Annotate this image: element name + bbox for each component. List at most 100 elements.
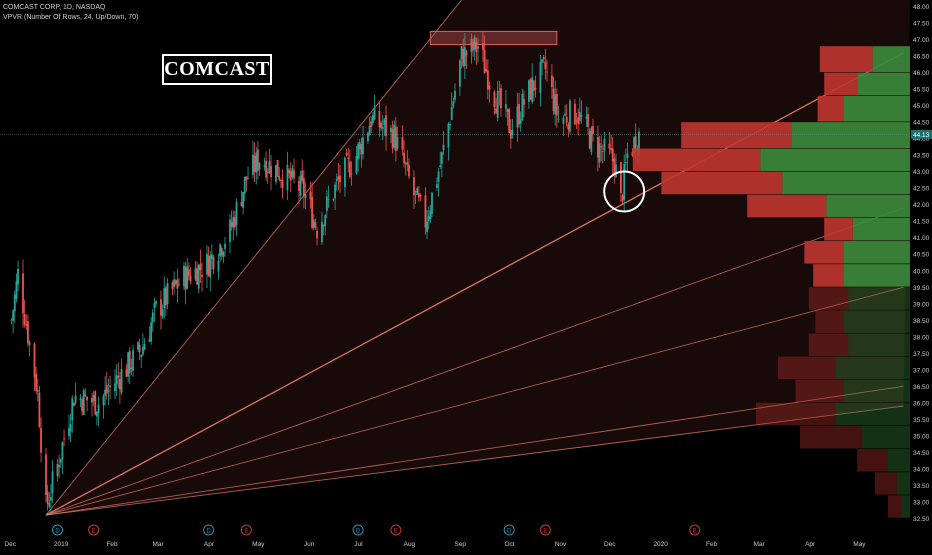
candle-body	[143, 344, 146, 350]
candle-body	[68, 428, 70, 437]
candle-body	[240, 202, 243, 206]
vp-up-bar	[901, 495, 910, 518]
vp-up-bar	[844, 379, 910, 403]
candle-body	[48, 503, 51, 507]
time-tick-label: 2020	[653, 541, 668, 548]
vp-up-bar	[791, 122, 910, 148]
candle-body	[394, 126, 397, 152]
price-tick-label: 40.50	[913, 252, 930, 259]
candle-body	[230, 221, 233, 227]
candle-body	[187, 269, 190, 276]
candle-body	[138, 344, 141, 353]
candle-body	[473, 36, 476, 50]
last-price-tag	[911, 129, 932, 139]
candle-body	[344, 157, 346, 188]
earnings-marker[interactable]: E	[539, 524, 551, 536]
candle-body	[511, 129, 514, 135]
earnings-marker[interactable]: E	[88, 524, 100, 536]
candle-body	[463, 47, 466, 66]
price-tick-label: 35.00	[913, 433, 930, 440]
candle-body	[278, 176, 281, 180]
candle-body	[120, 369, 123, 393]
candle-body	[516, 106, 519, 128]
candle-body	[436, 184, 438, 189]
event-marker-label: E	[394, 528, 398, 534]
indicator-legend[interactable]: VPVR (Number Of Rows, 24, Up/Down, 70)	[3, 14, 139, 21]
candle-body	[620, 162, 622, 193]
price-tick-label: 45.00	[913, 103, 930, 110]
candle-body	[82, 390, 85, 415]
price-tick-label: 42.50	[913, 186, 930, 193]
candle-body	[150, 322, 153, 342]
symbol-title: COMCAST CORP, 1D, NASDAQ	[3, 4, 106, 11]
candle-body	[598, 143, 601, 163]
candle-body	[183, 265, 185, 287]
candle-body	[508, 109, 511, 133]
candles	[10, 31, 640, 515]
candle-body	[127, 352, 130, 377]
candle-body	[40, 427, 42, 453]
candle-body	[413, 177, 415, 196]
candle-body	[440, 152, 443, 164]
candle-body	[51, 471, 54, 494]
dividend-marker[interactable]: D	[203, 524, 215, 536]
dividend-marker[interactable]: D	[352, 524, 364, 536]
candle-body	[291, 168, 294, 177]
time-tick-label: Oct	[505, 541, 515, 548]
vp-down-bar	[824, 72, 858, 96]
vp-up-bar	[760, 148, 910, 172]
candle-body	[564, 113, 566, 116]
candle-body	[483, 50, 486, 74]
dividend-marker[interactable]: D	[51, 524, 63, 536]
candle-body	[115, 375, 118, 385]
candle-body	[96, 411, 98, 417]
vp-up-bar	[872, 46, 910, 73]
candle-body	[615, 164, 617, 178]
candle-body	[128, 350, 131, 374]
candle-body	[539, 62, 542, 94]
price-tick-label: 40.00	[913, 268, 930, 275]
candle-body	[114, 383, 116, 391]
candle-body	[368, 125, 371, 136]
time-tick-label: Jul	[354, 541, 363, 548]
candle-body	[334, 184, 336, 199]
earnings-marker[interactable]: E	[240, 524, 252, 536]
time-tick-label: Mar	[754, 541, 766, 548]
candle-body	[429, 210, 432, 219]
vp-down-bar	[800, 425, 862, 449]
candle-body	[279, 180, 282, 181]
candle-body	[427, 216, 430, 222]
candle-body	[258, 163, 261, 170]
candle-body	[137, 342, 139, 350]
vp-down-bar	[813, 264, 844, 287]
vp-down-bar	[756, 402, 836, 426]
candle-body	[454, 90, 456, 100]
vp-up-bar	[857, 72, 910, 96]
vp-down-bar	[681, 122, 792, 148]
candle-body	[194, 268, 197, 280]
vp-down-bar	[819, 46, 873, 73]
price-tick-label: 37.00	[913, 367, 930, 374]
earnings-marker[interactable]: E	[390, 524, 402, 536]
vp-up-bar	[848, 333, 910, 357]
event-marker-label: D	[55, 528, 60, 534]
candle-body	[289, 170, 292, 181]
candle-body	[23, 313, 26, 325]
candle-body	[603, 138, 606, 151]
candle-body	[542, 56, 545, 60]
candle-body	[304, 194, 307, 199]
time-tick-label: 2019	[54, 541, 69, 548]
time-tick-label: Feb	[106, 541, 118, 548]
candle-body	[390, 127, 392, 132]
candle-body	[357, 144, 359, 160]
time-tick-label: Dec	[604, 541, 616, 548]
dividend-marker[interactable]: D	[503, 524, 515, 536]
earnings-marker[interactable]: E	[689, 524, 701, 536]
candle-body	[79, 398, 82, 401]
candle-body	[597, 137, 599, 158]
time-tick-label: Sep	[454, 541, 466, 548]
price-tick-label: 39.50	[913, 285, 930, 292]
event-marker-label: E	[543, 528, 547, 534]
